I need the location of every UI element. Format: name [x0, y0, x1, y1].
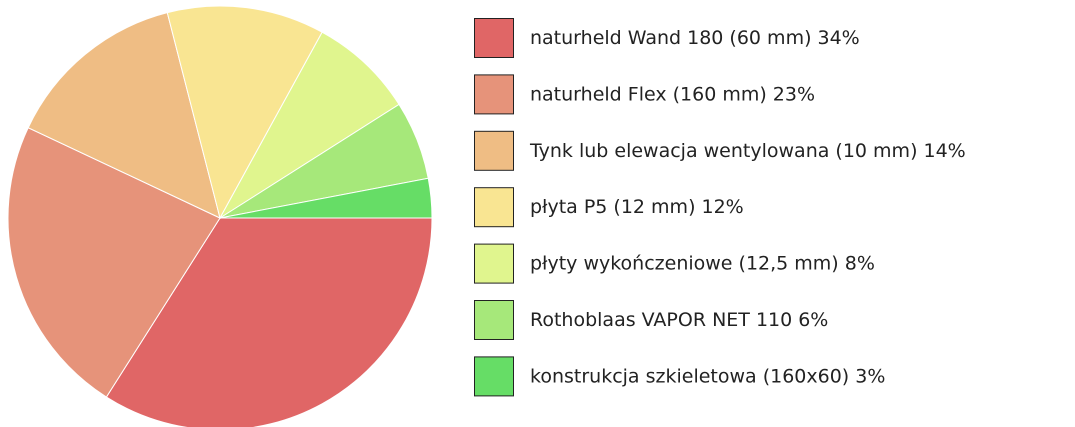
legend-swatch — [474, 18, 514, 58]
legend-name: płyta P5 (12 mm) — [530, 196, 695, 218]
legend-swatch — [474, 130, 514, 171]
legend-name: płyty wykończeniowe (12,5 mm) — [530, 252, 839, 274]
legend-name: Tynk lub elewacja wentylowana (10 mm) — [529, 139, 917, 161]
legend-value: 8% — [845, 252, 875, 274]
legend-name: naturheld Flex (160 mm) — [530, 83, 767, 105]
legend-label: Rothoblaas VAPOR NET 110 6% — [530, 309, 828, 331]
legend-label: naturheld Wand 180 (60 mm) 34% — [530, 27, 860, 49]
pie-slice — [7, 127, 221, 398]
legend-swatch — [474, 300, 514, 340]
pie-slice — [219, 31, 400, 219]
legend-swatch — [474, 243, 514, 284]
legend-label: naturheld Flex (160 mm) 23% — [530, 83, 815, 105]
legend-swatch — [474, 74, 514, 115]
pie-slice — [166, 5, 323, 220]
legend-value: 3% — [855, 365, 885, 387]
legend-value: 12% — [701, 196, 743, 218]
legend-swatch — [474, 356, 514, 397]
legend-value: 23% — [773, 83, 815, 105]
pie-slice — [105, 217, 433, 427]
pie-slice — [27, 12, 221, 219]
legend-name: Rothoblaas VAPOR NET 110 — [530, 309, 792, 331]
legend-value: 6% — [798, 309, 828, 331]
legend-name: konstrukcja szkieletowa (160x60) — [530, 365, 849, 387]
legend-value: 34% — [817, 27, 859, 49]
legend-label: konstrukcja szkieletowa (160x60) 3% — [530, 365, 885, 387]
legend-label: płyta P5 (12 mm) 12% — [530, 196, 744, 218]
legend-label: płyty wykończeniowe (12,5 mm) 8% — [530, 252, 875, 274]
legend-swatch — [474, 187, 514, 228]
legend-label: Tynk lub elewacja wentylowana (10 mm) 14% — [529, 139, 966, 161]
legend-value: 14% — [923, 139, 965, 161]
legend-name: naturheld Wand 180 (60 mm) — [530, 27, 811, 49]
pie-slice — [219, 177, 433, 219]
